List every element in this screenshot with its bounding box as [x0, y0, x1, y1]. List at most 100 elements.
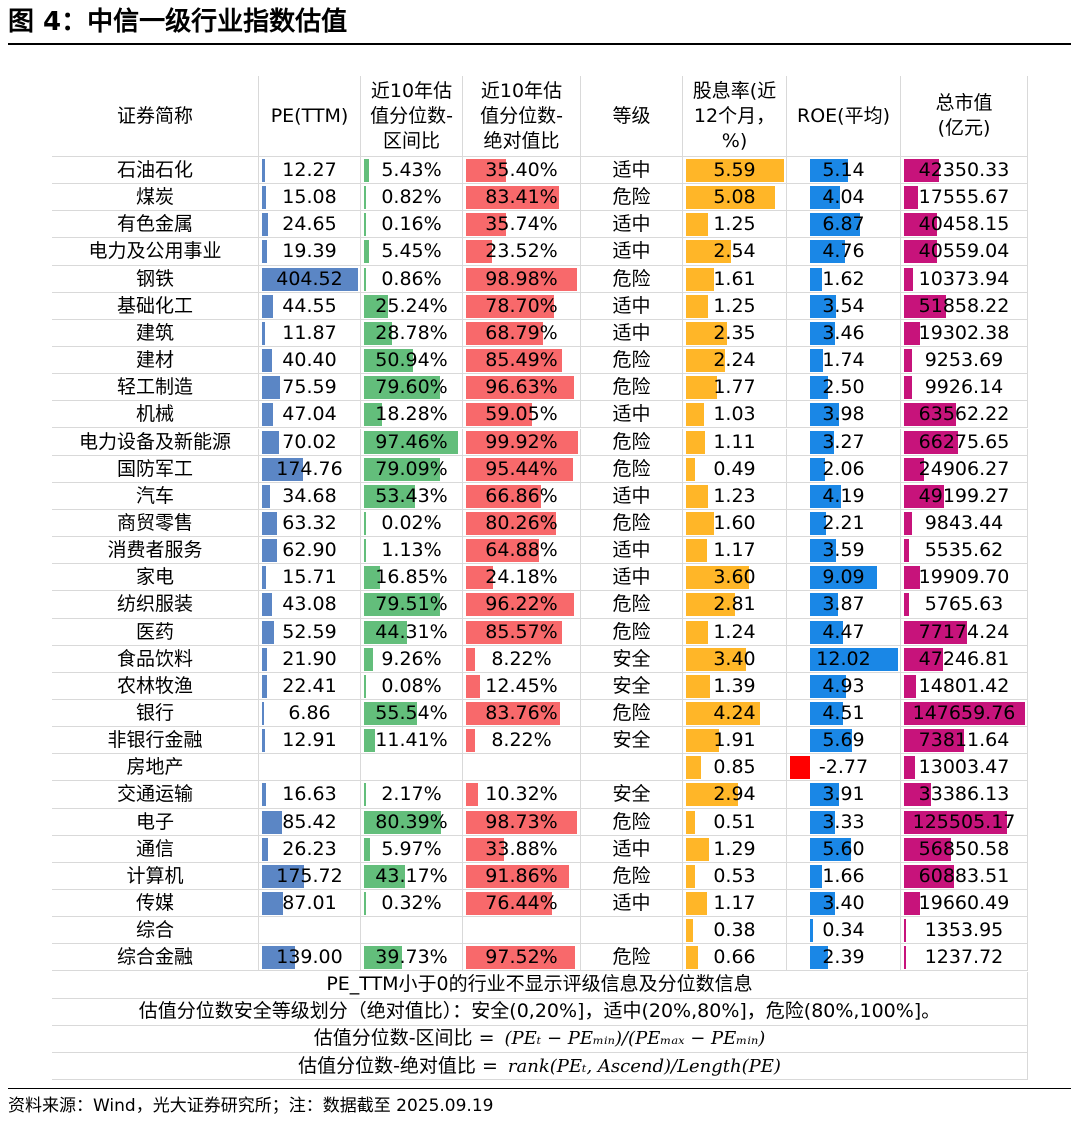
bar-pct-abs	[466, 593, 574, 617]
cell-pct-abs: 83.41%	[463, 184, 581, 212]
header-grade: 等级	[581, 76, 683, 157]
value-market-cap: 49199.27	[918, 484, 1010, 507]
header-pct-abs: 近10年估值分位数-绝对值比	[463, 76, 581, 157]
value-pct-range	[361, 754, 462, 781]
value-security-name: 传媒	[135, 892, 174, 915]
valuation-table: 证券简称 PE(TTM) 近10年估值分位数-区间比 近10年估值分位数-绝对值比 等级…	[52, 76, 1028, 1081]
cell-pct-range: 44.31%	[361, 618, 463, 646]
value-dividend-yield: 1.25	[713, 213, 756, 236]
bar-market-cap	[904, 810, 1007, 834]
note-text: 估值分位数安全等级划分（绝对值比）：安全(0,20%]，适中(20%,80%]，…	[138, 1000, 941, 1023]
value-market-cap: 5765.63	[924, 593, 1004, 616]
bar-roe-avg	[810, 349, 823, 373]
bar-pe-ttm	[262, 294, 273, 318]
value-pe-ttm: 15.71	[282, 566, 337, 589]
cell-grade: 适中	[581, 157, 683, 185]
cell-grade	[581, 917, 683, 945]
bar-roe-avg	[810, 321, 836, 345]
value-pct-abs: 98.73%	[485, 810, 558, 833]
bar-pe-ttm	[262, 186, 266, 210]
bar-pe-ttm	[262, 702, 264, 725]
cell-security-name: 综合	[52, 917, 259, 945]
cell-pct-abs: 99.92%	[463, 428, 581, 456]
value-grade: 危险	[612, 376, 651, 399]
value-pct-abs: 96.22%	[485, 593, 558, 616]
cell-grade: 适中	[581, 319, 683, 348]
value-pe-ttm: 34.68	[282, 484, 337, 507]
bar-pct-range	[364, 783, 367, 807]
value-roe-avg: 0.34	[822, 919, 865, 942]
value-grade: 安全	[612, 783, 651, 806]
bar-pe-ttm	[262, 729, 266, 753]
bar-pct-abs	[466, 620, 562, 644]
value-market-cap: 10373.94	[918, 267, 1010, 290]
cell-dividend-yield: 5.59	[683, 157, 787, 185]
value-pe-ttm: 22.41	[282, 674, 337, 697]
cell-pct-abs: 35.40%	[463, 157, 581, 185]
cell-grade: 安全	[581, 672, 683, 700]
value-roe-avg: 9.09	[822, 566, 865, 589]
cell-pct-abs: 83.76%	[463, 700, 581, 728]
value-grade: 危险	[612, 267, 651, 290]
cell-grade: 危险	[581, 700, 683, 728]
value-market-cap: 40458.15	[918, 213, 1010, 236]
cell-market-cap: 5765.63	[901, 591, 1028, 619]
cell-grade: 危险	[581, 184, 683, 212]
cell-market-cap: 49199.27	[901, 482, 1028, 510]
cell-market-cap: 40458.15	[901, 211, 1028, 239]
note-formula: rank(PEₜ, Ascend)/Length(PE)	[507, 1055, 781, 1077]
cell-roe-avg: 4.51	[787, 700, 901, 728]
cell-grade: 安全	[581, 781, 683, 809]
value-pe-ttm: 19.39	[282, 240, 337, 263]
bar-dividend-yield	[686, 213, 708, 237]
value-roe-avg: -2.77	[818, 756, 869, 779]
bar-pct-range	[364, 946, 403, 970]
cell-market-cap: 63562.22	[901, 401, 1028, 429]
cell-pct-abs: 68.79%	[463, 319, 581, 348]
bar-market-cap	[904, 539, 909, 563]
value-pct-abs: 95.44%	[485, 457, 558, 480]
cell-market-cap: 77174.24	[901, 618, 1028, 646]
bar-roe-avg	[810, 294, 837, 318]
value-pct-abs: 80.26%	[485, 511, 558, 534]
value-market-cap: 19909.70	[918, 566, 1010, 589]
bar-roe-avg	[810, 729, 852, 753]
header-dividend-yield: 股息率(近12个月，%)	[683, 76, 787, 157]
cell-pct-abs: 85.57%	[463, 618, 581, 646]
cell-dividend-yield: 5.08	[683, 184, 787, 212]
bar-pct-range	[364, 186, 366, 210]
bar-pe-ttm	[262, 321, 265, 345]
cell-pct-range: 55.54%	[361, 700, 463, 728]
cell-roe-avg: 5.60	[787, 835, 901, 863]
cell-pe-ttm: 22.41	[259, 672, 361, 700]
cell-dividend-yield: 1.11	[683, 428, 787, 456]
cell-grade: 适中	[581, 292, 683, 320]
cell-pct-range: 1.13%	[361, 537, 463, 565]
bar-pct-range	[364, 647, 373, 671]
bar-dividend-yield	[686, 349, 726, 373]
bar-roe-avg	[810, 919, 813, 943]
bar-pe-ttm	[262, 403, 274, 427]
cell-pct-abs: 80.26%	[463, 509, 581, 538]
header-pct-range: 近10年估值分位数-区间比	[361, 76, 463, 157]
bar-pe-ttm	[262, 457, 304, 481]
cell-roe-avg: 3.98	[787, 401, 901, 429]
bar-market-cap	[904, 729, 965, 753]
bar-market-cap	[904, 321, 920, 345]
cell-roe-avg: -2.77	[787, 754, 901, 782]
cell-roe-avg: 1.62	[787, 265, 901, 293]
bar-dividend-yield	[686, 593, 736, 617]
value-grade: 危险	[612, 620, 651, 643]
cell-pe-ttm: 62.90	[259, 537, 361, 565]
value-pe-ttm: 52.59	[282, 620, 337, 643]
cell-security-name: 交通运输	[52, 781, 259, 809]
value-roe-avg: 6.87	[822, 213, 865, 236]
bar-dividend-yield	[686, 647, 746, 671]
bar-pe-ttm	[262, 213, 268, 237]
cell-security-name: 纺织服装	[52, 591, 259, 619]
value-pe-ttm: 24.65	[282, 213, 337, 236]
cell-pe-ttm: 40.40	[259, 347, 361, 375]
bar-pct-abs	[466, 294, 555, 318]
bar-dividend-yield	[686, 837, 709, 861]
value-pct-range: 0.02%	[381, 511, 442, 534]
